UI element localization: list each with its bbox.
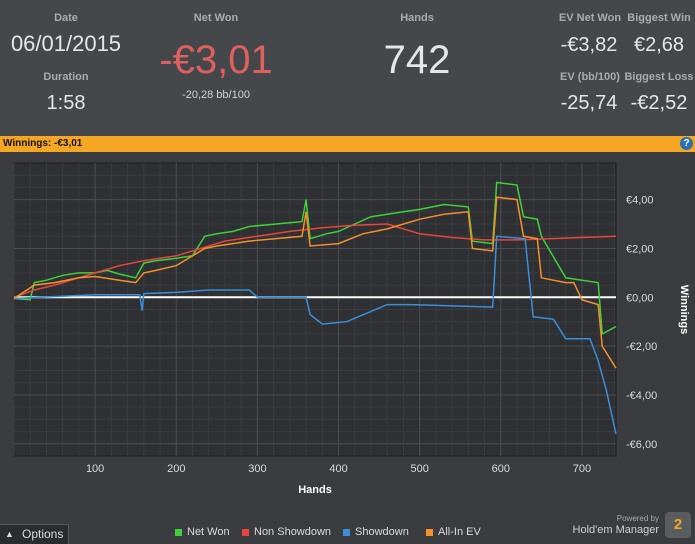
x-tick-label: 500 bbox=[410, 463, 428, 475]
legend-swatch-showdown bbox=[343, 528, 350, 536]
biggest-win-value: €2,68 bbox=[633, 34, 685, 56]
hands-value: 742 bbox=[383, 38, 451, 82]
series-line-showdown bbox=[13, 235, 617, 435]
net-won-label: Net Won bbox=[193, 12, 239, 24]
ev-net-won-value: -€3,82 bbox=[560, 34, 618, 56]
brand-name: Hold'em Manager bbox=[572, 524, 659, 536]
duration-label: Duration bbox=[43, 71, 89, 83]
x-axis-title: Hands bbox=[298, 484, 332, 496]
net-won-bb: -20,28 bb/100 bbox=[182, 89, 250, 101]
legend-swatch-all-in-ev bbox=[426, 528, 433, 536]
winnings-banner-text: Winnings: -€3,01 bbox=[3, 138, 83, 149]
y-tick-label: €0,00 bbox=[626, 292, 654, 304]
x-tick-label: 200 bbox=[167, 463, 185, 475]
winnings-chart: 100 200 300 400 500 600 700 €4,00 €2,00 €0,00 -€2,… bbox=[0, 152, 695, 522]
options-button[interactable]: ▲ Options bbox=[0, 524, 69, 544]
x-tick-label: 700 bbox=[573, 463, 591, 475]
legend-item-all-in-ev: All-In EV bbox=[426, 526, 481, 538]
winnings-chart-svg: 100 200 300 400 500 600 700 €4,00 €2,00 €0,00 -€2,… bbox=[13, 162, 690, 496]
y-tick-label: -€6,00 bbox=[626, 439, 657, 451]
session-summary: Date 06/01/2015 Duration 1:58 Net Won -€… bbox=[0, 0, 695, 136]
legend-item-net-won: Net Won bbox=[175, 526, 230, 538]
hands-label: Hands bbox=[400, 12, 434, 24]
date-value: 06/01/2015 bbox=[10, 31, 122, 56]
brand: Powered by Hold'em Manager bbox=[573, 514, 659, 536]
biggest-loss-value: -€2,52 bbox=[630, 92, 688, 114]
winnings-banner: Winnings: -€3,01 ? bbox=[0, 136, 695, 152]
y-tick-label: -€4,00 bbox=[626, 390, 657, 402]
legend-label-all-in-ev: All-In EV bbox=[438, 526, 481, 538]
ev-bb-value: -25,74 bbox=[560, 92, 618, 114]
x-tick-label: 600 bbox=[492, 463, 510, 475]
x-tick-label: 400 bbox=[329, 463, 347, 475]
legend-swatch-non-showdown bbox=[242, 528, 249, 536]
series-line-all-in-ev bbox=[13, 196, 617, 369]
legend-swatch-net-won bbox=[175, 528, 182, 536]
duration-value: 1:58 bbox=[46, 92, 86, 114]
y-tick-label: €2,00 bbox=[626, 243, 654, 255]
biggest-loss-label: Biggest Loss bbox=[624, 71, 694, 83]
legend-label-non-showdown: Non Showdown bbox=[254, 526, 332, 538]
date-label: Date bbox=[54, 12, 78, 24]
series-line-net-won bbox=[13, 181, 617, 336]
net-won-value: -€3,01 bbox=[159, 38, 273, 82]
x-tick-label: 100 bbox=[86, 463, 104, 475]
legend-label-showdown: Showdown bbox=[355, 526, 409, 538]
powered-by-text: Powered by bbox=[616, 514, 659, 523]
legend-item-showdown: Showdown bbox=[343, 526, 409, 538]
legend-label-net-won: Net Won bbox=[187, 526, 230, 538]
y-tick-label: €4,00 bbox=[626, 195, 654, 207]
footer: ▲ Options Net Won Non Showdown Showdown … bbox=[0, 512, 695, 544]
legend-item-non-showdown: Non Showdown bbox=[242, 526, 331, 538]
options-label: Options bbox=[22, 527, 64, 541]
brand-logo: 2 bbox=[665, 512, 691, 538]
y-tick-label: -€2,00 bbox=[626, 341, 657, 353]
ev-bb-label: EV (bb/100) bbox=[560, 71, 620, 83]
ev-net-won-label: EV Net Won bbox=[558, 12, 622, 24]
x-tick-label: 300 bbox=[248, 463, 266, 475]
y-axis-title: Winnings bbox=[678, 285, 690, 334]
series-line-non-showdown bbox=[13, 223, 617, 299]
help-icon[interactable]: ? bbox=[680, 137, 693, 150]
biggest-win-label: Biggest Win bbox=[627, 12, 691, 24]
chevron-up-icon: ▲ bbox=[5, 529, 14, 539]
